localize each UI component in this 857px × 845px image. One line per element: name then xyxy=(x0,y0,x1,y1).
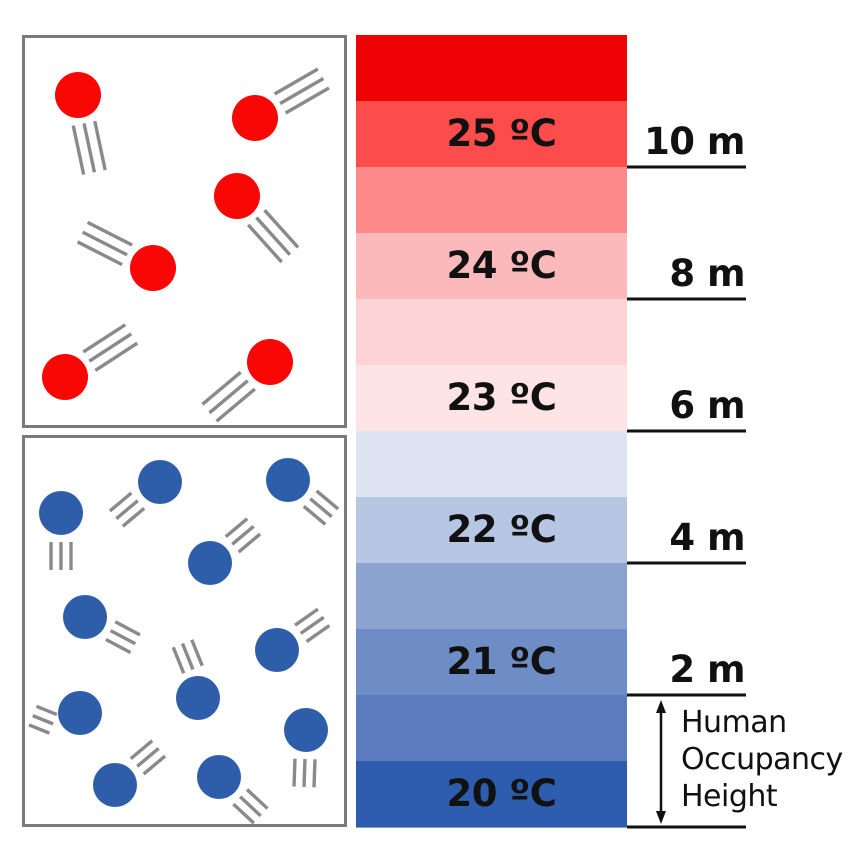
temperature-band-9 xyxy=(356,563,627,630)
motion-line xyxy=(76,240,123,267)
temperature-band-8 xyxy=(356,497,627,564)
temperature-band-7 xyxy=(356,431,627,498)
motion-line xyxy=(312,759,317,788)
temperature-band-4 xyxy=(356,233,627,300)
motion-line xyxy=(231,525,255,546)
motion-line xyxy=(115,499,139,520)
motion-line xyxy=(245,788,269,810)
cold-air-molecule xyxy=(63,595,107,639)
temperature-band-11 xyxy=(356,695,627,762)
motion-line xyxy=(224,517,249,539)
motion-line xyxy=(190,639,204,667)
motion-line xyxy=(171,646,186,674)
motion-line xyxy=(273,67,319,96)
cold-air-molecule xyxy=(284,708,328,752)
motion-line xyxy=(302,758,307,788)
motion-line xyxy=(315,489,340,511)
motion-line xyxy=(255,216,292,256)
motion-line xyxy=(114,620,141,637)
motion-line xyxy=(136,747,160,768)
human-occupancy-height-label: Human Occupancy Height xyxy=(681,705,843,814)
hot-air-molecule xyxy=(55,72,101,118)
motion-line xyxy=(86,220,133,247)
motion-line xyxy=(246,223,283,264)
motion-line xyxy=(309,497,333,518)
motion-line xyxy=(263,209,300,249)
motion-line xyxy=(232,802,256,825)
temperature-band-5 xyxy=(356,299,627,366)
temperature-label: 20 ºC xyxy=(446,772,557,815)
temperature-band-10 xyxy=(356,629,627,696)
motion-line xyxy=(81,230,128,257)
motion-line xyxy=(105,637,132,655)
arrow-head-down-icon xyxy=(656,811,666,824)
motion-line xyxy=(215,387,256,423)
motion-line xyxy=(71,125,86,175)
motion-line xyxy=(94,341,139,372)
height-tick-label: 4 m xyxy=(669,516,745,559)
motion-line xyxy=(28,723,51,735)
temperature-label: 22 ºC xyxy=(446,508,557,551)
motion-line xyxy=(129,739,154,761)
motion-line xyxy=(294,607,319,627)
motion-line xyxy=(142,754,167,776)
motion-line xyxy=(284,86,330,115)
temperature-label: 23 ºC xyxy=(446,376,557,419)
temperature-label: 21 ºC xyxy=(446,640,557,683)
hot-air-molecule xyxy=(232,95,278,141)
motion-line xyxy=(292,758,297,787)
motion-line xyxy=(82,323,127,354)
cold-air-molecule xyxy=(39,491,83,535)
cold-air-box xyxy=(22,435,347,827)
hot-air-molecule xyxy=(247,339,293,385)
motion-line xyxy=(93,120,107,171)
motion-line xyxy=(180,642,195,671)
temperature-label: 24 ºC xyxy=(446,244,557,287)
temperature-label: 25 ºC xyxy=(446,112,557,155)
motion-line xyxy=(237,532,262,554)
motion-line xyxy=(32,714,54,726)
motion-line xyxy=(35,704,58,717)
height-tick-label: 10 m xyxy=(644,120,745,163)
cold-air-molecule xyxy=(58,691,102,735)
motion-line xyxy=(302,504,327,526)
hot-air-molecule xyxy=(42,354,88,400)
cold-air-molecule xyxy=(188,541,232,585)
temperature-band-2 xyxy=(356,101,627,168)
motion-line xyxy=(208,379,249,415)
hot-air-molecule xyxy=(130,245,176,291)
arrow-head-up-icon xyxy=(656,700,666,713)
hot-air-molecule xyxy=(214,173,260,219)
hot-air-box xyxy=(22,35,347,428)
temperature-band-1 xyxy=(356,35,627,102)
cold-air-molecule xyxy=(255,628,299,672)
cold-air-molecule xyxy=(93,763,137,807)
motion-line xyxy=(109,629,137,646)
motion-line xyxy=(82,123,97,173)
cold-air-molecule xyxy=(266,458,310,502)
height-tick-label: 8 m xyxy=(669,252,745,295)
cold-air-molecule xyxy=(197,755,241,799)
motion-line xyxy=(299,615,325,635)
temperature-band-6 xyxy=(356,365,627,432)
motion-line xyxy=(201,370,242,406)
cold-air-molecule xyxy=(176,676,220,720)
temperature-band-3 xyxy=(356,167,627,234)
cold-air-molecule xyxy=(138,460,182,504)
motion-line xyxy=(279,77,325,105)
motion-line xyxy=(239,795,262,818)
motion-line xyxy=(88,332,133,363)
motion-line xyxy=(121,506,146,528)
motion-line xyxy=(305,624,331,643)
motion-line xyxy=(108,491,133,513)
height-tick-label: 6 m xyxy=(669,384,745,427)
temperature-band-12 xyxy=(356,761,627,828)
height-tick-label: 2 m xyxy=(669,648,745,691)
